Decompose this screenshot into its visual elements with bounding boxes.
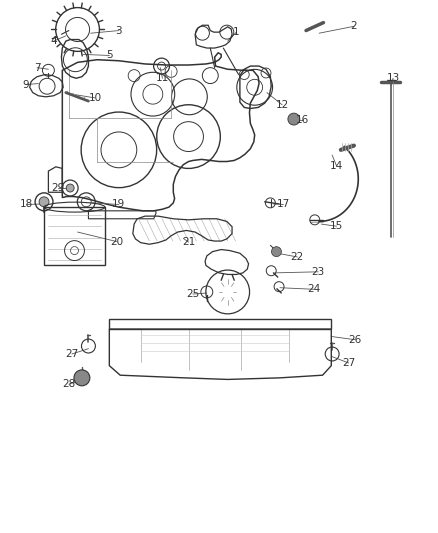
Circle shape bbox=[288, 113, 300, 125]
Circle shape bbox=[39, 197, 49, 207]
Text: 19: 19 bbox=[112, 199, 126, 209]
Text: 12: 12 bbox=[276, 100, 289, 110]
Text: 24: 24 bbox=[307, 284, 321, 294]
Circle shape bbox=[272, 247, 282, 256]
Text: 17: 17 bbox=[277, 199, 290, 209]
Circle shape bbox=[74, 370, 90, 386]
Text: 15: 15 bbox=[330, 221, 343, 231]
Text: 27: 27 bbox=[65, 349, 78, 359]
Text: 28: 28 bbox=[62, 379, 75, 389]
Text: 5: 5 bbox=[106, 51, 113, 60]
Text: 25: 25 bbox=[186, 289, 200, 299]
Text: 23: 23 bbox=[311, 267, 325, 277]
Text: 3: 3 bbox=[116, 26, 122, 36]
Text: 10: 10 bbox=[88, 93, 102, 103]
Text: 14: 14 bbox=[330, 161, 343, 171]
Text: 27: 27 bbox=[342, 358, 355, 368]
Text: 22: 22 bbox=[291, 252, 304, 262]
Circle shape bbox=[66, 184, 74, 192]
Text: 18: 18 bbox=[20, 199, 33, 209]
Bar bbox=[44, 207, 105, 265]
Text: 1: 1 bbox=[233, 27, 240, 37]
Text: 26: 26 bbox=[348, 335, 361, 345]
Text: 21: 21 bbox=[182, 237, 195, 247]
Text: 4: 4 bbox=[50, 36, 57, 46]
Text: 13: 13 bbox=[386, 73, 400, 83]
Text: 20: 20 bbox=[110, 237, 123, 247]
Text: 11: 11 bbox=[156, 73, 169, 83]
Text: 16: 16 bbox=[296, 115, 309, 125]
Text: 29: 29 bbox=[51, 183, 64, 193]
Text: 9: 9 bbox=[22, 79, 28, 90]
Text: 7: 7 bbox=[34, 63, 40, 72]
Text: 2: 2 bbox=[350, 21, 357, 31]
Bar bbox=[110, 319, 331, 329]
